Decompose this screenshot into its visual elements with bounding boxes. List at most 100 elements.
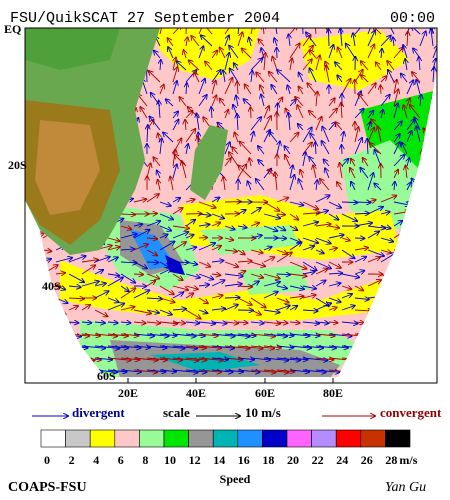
wind-arrow <box>354 257 366 263</box>
wind-arrow <box>328 248 337 250</box>
wind-arrow <box>432 182 437 191</box>
wind-arrow <box>172 309 186 310</box>
wind-arrow <box>302 127 312 143</box>
wind-arrow <box>107 277 123 287</box>
wind-arrow <box>172 346 197 348</box>
wind-arrow <box>367 249 384 256</box>
wind-arrow <box>172 232 188 239</box>
wind-arrow <box>263 310 280 312</box>
wind-arrow <box>237 334 256 336</box>
wind-arrow <box>277 141 280 155</box>
wind-arrow <box>232 147 239 155</box>
color-swatch <box>237 429 263 448</box>
wind-arrow <box>420 95 421 107</box>
wind-arrow <box>346 44 356 59</box>
wind-arrow <box>416 126 421 143</box>
wind-arrow <box>419 162 428 179</box>
wind-arrow <box>274 38 277 47</box>
wind-arrow <box>146 310 159 313</box>
wind-arrow <box>263 292 278 299</box>
wind-arrow <box>432 357 437 361</box>
wind-arrow <box>160 138 162 155</box>
wind-arrow <box>146 273 159 279</box>
wind-arrow <box>224 238 233 240</box>
wind-arrow <box>354 322 364 323</box>
wind-arrow <box>353 33 355 47</box>
wind-arrow <box>159 269 171 275</box>
wind-arrow <box>133 322 146 323</box>
wind-arrow <box>328 235 344 239</box>
wind-arrow <box>297 105 304 119</box>
wind-arrow <box>316 92 317 107</box>
colorbar-label: Speed <box>220 472 251 486</box>
wind-arrow <box>159 334 177 336</box>
wind-arrow <box>263 273 280 278</box>
wind-arrow <box>224 334 250 336</box>
wind-arrow <box>315 55 320 71</box>
wind-arrow <box>306 32 317 47</box>
wind-arrow <box>406 322 423 324</box>
wind-arrow <box>133 309 151 313</box>
wind-arrow <box>406 261 416 267</box>
wind-arrow <box>120 322 131 323</box>
wind-arrow <box>419 310 430 313</box>
wind-arrow <box>258 39 265 47</box>
wind-arrow <box>234 133 238 143</box>
wind-arrow <box>289 358 307 360</box>
wind-arrow <box>198 334 218 336</box>
legend-scale-value: 10 m/s <box>245 405 281 420</box>
wind-arrow <box>289 334 309 336</box>
color-swatch <box>89 429 116 448</box>
wind-arrow <box>419 250 431 253</box>
wind-arrow <box>146 238 157 239</box>
wind-arrow <box>133 358 158 360</box>
wind-arrow <box>211 81 216 95</box>
wind-arrow <box>289 306 297 311</box>
wind-arrow <box>172 226 189 228</box>
wind-arrow <box>249 38 251 47</box>
wind-arrow <box>237 261 252 262</box>
wind-arrow <box>237 82 238 95</box>
wind-arrow <box>185 322 199 323</box>
wind-arrow <box>237 370 260 372</box>
wind-arrow <box>412 28 421 35</box>
wind-arrow <box>264 53 265 71</box>
wind-arrow <box>159 358 182 360</box>
wind-arrow <box>309 68 317 83</box>
wind-arrow <box>191 36 200 47</box>
wind-arrow <box>276 286 287 288</box>
wind-arrow <box>309 111 317 119</box>
wind-arrow <box>341 238 350 241</box>
wind-arrow <box>237 297 252 305</box>
wind-arrow <box>433 95 434 107</box>
wind-arrow <box>237 271 245 274</box>
wind-arrow <box>432 153 437 167</box>
wind-arrow <box>198 224 209 226</box>
wind-arrow <box>185 262 197 264</box>
wind-arrow <box>81 305 90 311</box>
wind-arrow <box>289 43 300 59</box>
wind-arrow <box>224 226 235 229</box>
wind-arrow <box>393 297 405 305</box>
wind-arrow <box>107 257 118 263</box>
wind-arrow <box>179 97 187 107</box>
wind-arrow <box>186 83 187 95</box>
wind-arrow <box>354 346 374 348</box>
wind-arrow <box>146 221 160 227</box>
wind-arrow <box>94 283 106 286</box>
wind-arrow <box>55 346 72 348</box>
wind-arrow <box>211 346 234 348</box>
wind-arrow <box>68 286 81 287</box>
wind-arrow <box>172 322 185 323</box>
wind-arrow <box>272 57 278 71</box>
wind-arrow <box>315 261 331 268</box>
wind-arrow <box>242 49 252 59</box>
wind-arrow <box>186 144 188 155</box>
wind-arrow <box>224 261 238 267</box>
wind-arrow <box>302 261 317 270</box>
color-swatch <box>40 429 66 448</box>
wind-arrow <box>159 101 160 119</box>
wind-arrow <box>250 273 263 278</box>
wind-arrow <box>381 110 383 119</box>
wind-arrow <box>380 237 393 242</box>
